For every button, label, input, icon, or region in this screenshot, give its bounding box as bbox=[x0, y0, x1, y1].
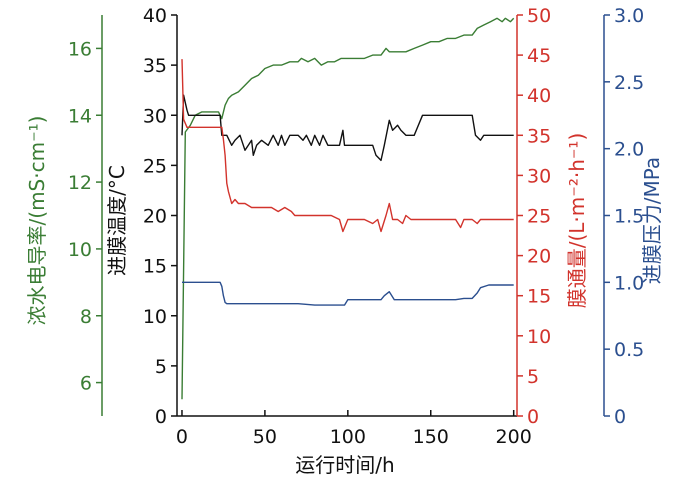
cond-tick-label: 6 bbox=[80, 373, 92, 395]
flux-axis-label: 膜通量/(L·m⁻²·h⁻¹) bbox=[565, 133, 589, 309]
press-series-line bbox=[182, 281, 514, 306]
chart-series bbox=[181, 17, 515, 400]
press-tick-label: 0.5 bbox=[614, 339, 644, 361]
press-axis-label: 进膜压力/MPa bbox=[640, 157, 664, 284]
flux-tick-label: 25 bbox=[527, 206, 551, 228]
press-tick-label: 2.0 bbox=[614, 139, 644, 161]
flux-tick-label: 0 bbox=[527, 406, 539, 428]
cond-series-line bbox=[181, 17, 515, 400]
flux-tick-label: 40 bbox=[527, 85, 551, 107]
temp-axis-label: 进膜温度/°C bbox=[105, 165, 129, 276]
flux-tick-label: 10 bbox=[527, 326, 551, 348]
cond-tick-label: 16 bbox=[68, 38, 92, 60]
temp-tick-label: 20 bbox=[143, 206, 167, 228]
flux-tick-label: 30 bbox=[527, 165, 551, 187]
x-tick-label: 200 bbox=[496, 426, 532, 448]
temp-series-line bbox=[181, 94, 514, 162]
press-tick-label: 1.0 bbox=[614, 272, 644, 294]
temp-tick-label: 30 bbox=[143, 105, 167, 127]
flux-tick-label: 50 bbox=[527, 5, 551, 27]
cond-axis-label: 浓水电导率/(mS·cm⁻¹) bbox=[25, 116, 49, 326]
cond-tick-label: 12 bbox=[68, 172, 92, 194]
x-tick-label: 100 bbox=[330, 426, 366, 448]
flux-series-line bbox=[181, 59, 514, 233]
temp-tick-label: 15 bbox=[143, 256, 167, 278]
flux-tick-label: 45 bbox=[527, 45, 551, 67]
press-tick-label: 1.5 bbox=[614, 206, 644, 228]
cond-tick-label: 10 bbox=[68, 239, 92, 261]
x-tick-label: 150 bbox=[413, 426, 449, 448]
press-tick-label: 3.0 bbox=[614, 5, 644, 27]
x-tick-label: 0 bbox=[176, 426, 188, 448]
x-axis-label: 运行时间/h bbox=[295, 453, 394, 477]
chart-axes: 0 50 100 150 2006810121416浓水电导率/(mS·cm⁻¹)051… bbox=[25, 5, 664, 448]
flux-tick-label: 20 bbox=[527, 246, 551, 268]
flux-tick-label: 15 bbox=[527, 286, 551, 308]
press-tick-label: 0 bbox=[614, 406, 626, 428]
temp-tick-label: 35 bbox=[143, 55, 167, 77]
press-tick-label: 2.5 bbox=[614, 72, 644, 94]
temp-tick-label: 0 bbox=[155, 406, 167, 428]
temp-tick-label: 5 bbox=[155, 356, 167, 378]
cond-tick-label: 8 bbox=[80, 306, 92, 328]
flux-tick-label: 5 bbox=[527, 366, 539, 388]
cond-tick-label: 14 bbox=[68, 105, 92, 127]
temp-tick-label: 10 bbox=[143, 306, 167, 328]
x-tick-label: 50 bbox=[253, 426, 277, 448]
flux-tick-label: 35 bbox=[527, 125, 551, 147]
temp-tick-label: 25 bbox=[143, 155, 167, 177]
temp-tick-label: 40 bbox=[143, 5, 167, 27]
